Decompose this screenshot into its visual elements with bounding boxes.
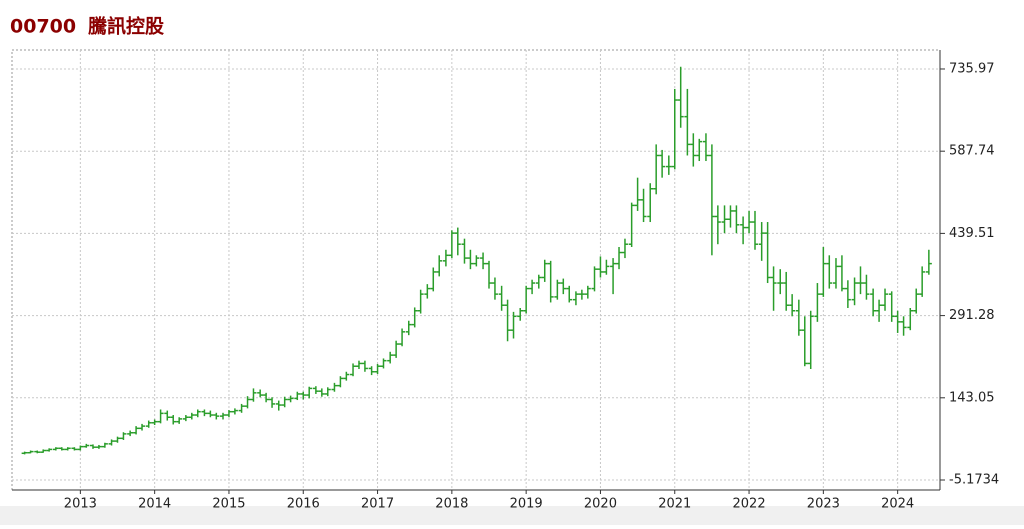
x-tick-label: 2016 [287,497,320,512]
x-tick-label: 2022 [733,497,766,512]
footer-band [0,506,1024,525]
x-tick-label: 2015 [212,497,245,512]
y-tick-label: 291.28 [949,308,995,323]
y-tick-label: 735.97 [949,61,995,76]
x-tick-label: 2024 [881,497,914,512]
x-tick-label: 2023 [807,497,840,512]
y-tick-label: -5.1734 [949,473,999,488]
x-tick-label: 2019 [510,497,543,512]
x-tick-label: 2021 [658,497,691,512]
stock-code: 00700 [10,16,76,38]
y-tick-label: 143.05 [949,390,995,405]
x-tick-label: 2017 [361,497,394,512]
y-tick-label: 587.74 [949,144,995,159]
x-tick-label: 2018 [435,497,468,512]
x-tick-label: 2014 [138,497,171,512]
x-tick-label: 2013 [64,497,97,512]
y-tick-label: 439.51 [949,226,995,241]
x-tick-label: 2020 [584,497,617,512]
stock-name: 騰訊控股 [87,15,164,38]
